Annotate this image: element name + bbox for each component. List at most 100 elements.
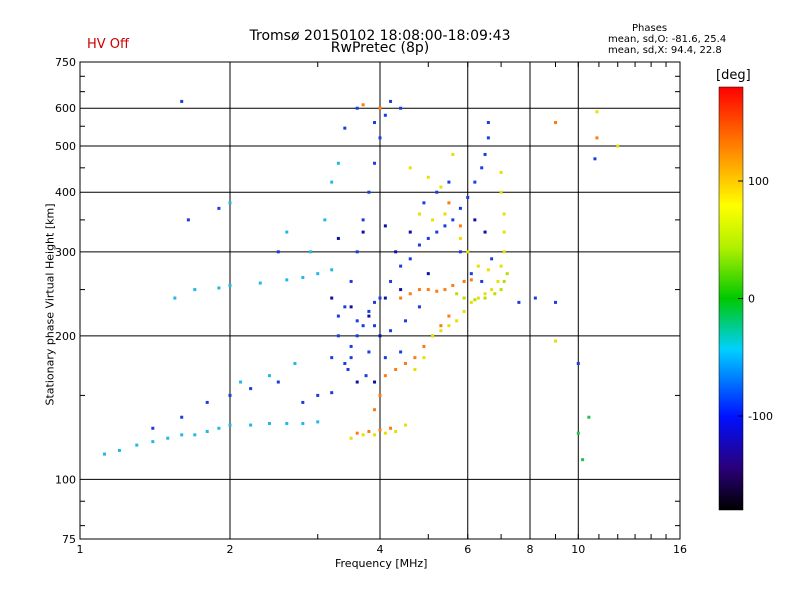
colorbar-ticks: 100 0 -100 (738, 175, 773, 423)
data-point (499, 170, 503, 174)
data-point (616, 144, 620, 148)
data-point (408, 166, 412, 170)
data-point (373, 161, 377, 165)
data-point (349, 344, 353, 348)
data-point (373, 433, 377, 437)
data-point (413, 367, 417, 371)
data-points (103, 99, 620, 462)
data-point (502, 279, 506, 283)
chart-subtitle: RwPretec (8p) (330, 40, 430, 56)
data-point (355, 319, 359, 323)
data-point (595, 110, 599, 114)
data-point (443, 224, 447, 228)
data-point (373, 121, 377, 125)
data-point (426, 272, 430, 276)
data-point (367, 350, 371, 354)
data-point (417, 305, 421, 309)
data-point (316, 420, 320, 424)
data-point (502, 212, 506, 216)
data-point (361, 230, 365, 234)
data-point (486, 121, 490, 125)
data-point (349, 279, 353, 283)
data-point (462, 296, 466, 300)
data-point (323, 218, 327, 222)
data-point (439, 329, 443, 333)
data-point (378, 393, 382, 397)
data-point (343, 305, 347, 309)
data-point (336, 161, 340, 165)
data-point (383, 356, 387, 360)
data-point (239, 380, 243, 384)
data-point (389, 99, 393, 103)
phases-title: Phases (632, 23, 668, 34)
data-point (228, 423, 232, 427)
data-point (349, 436, 353, 440)
data-point (490, 288, 494, 292)
data-point (349, 356, 353, 360)
data-point (135, 443, 139, 447)
data-point (180, 433, 184, 437)
data-point (439, 324, 443, 328)
hv-status: HV Off (87, 37, 129, 52)
data-point (595, 136, 599, 140)
data-point (499, 264, 503, 268)
data-point (316, 393, 320, 397)
data-point (361, 324, 365, 328)
data-point (285, 278, 289, 282)
data-point (439, 185, 443, 189)
data-point (443, 288, 447, 292)
data-point (422, 201, 426, 205)
data-point (553, 121, 557, 125)
data-point (490, 257, 494, 261)
data-point (447, 201, 451, 205)
data-point (466, 250, 470, 254)
data-point (473, 180, 477, 184)
data-point (301, 276, 305, 280)
data-point (330, 296, 334, 300)
y-tick-label: 75 (62, 533, 76, 546)
data-point (413, 356, 417, 360)
data-point (249, 387, 253, 391)
data-point (373, 408, 377, 412)
data-point (361, 103, 365, 107)
data-point (361, 433, 365, 437)
data-point (330, 180, 334, 184)
data-point (186, 218, 190, 222)
data-point (383, 431, 387, 435)
data-point (469, 278, 473, 282)
data-point (408, 292, 412, 296)
data-point (483, 296, 487, 300)
data-point (483, 152, 487, 156)
data-point (316, 272, 320, 276)
data-point (205, 400, 209, 404)
data-point (426, 288, 430, 292)
x-tick-label: 8 (527, 543, 534, 556)
x-axis-label: Frequency [MHz] (335, 557, 428, 570)
data-point (383, 113, 387, 117)
data-point (373, 300, 377, 304)
data-point (193, 288, 197, 292)
data-point (466, 195, 470, 199)
data-point (355, 334, 359, 338)
data-point (447, 180, 451, 184)
data-point (285, 421, 289, 425)
data-point (367, 430, 371, 434)
data-point (403, 423, 407, 427)
data-point (403, 319, 407, 323)
data-point (367, 309, 371, 313)
data-point (378, 106, 382, 110)
y-tick-label: 200 (55, 330, 76, 343)
data-point (458, 236, 462, 240)
data-point (462, 309, 466, 313)
data-point (228, 283, 232, 287)
data-point (394, 430, 398, 434)
y-tick-label: 100 (55, 473, 76, 486)
data-point (180, 415, 184, 419)
data-point (435, 230, 439, 234)
data-point (469, 300, 473, 304)
colorbar-tick-label: -100 (748, 410, 773, 423)
data-point (276, 380, 280, 384)
data-point (476, 296, 480, 300)
data-point (151, 426, 155, 430)
data-point (451, 152, 455, 156)
